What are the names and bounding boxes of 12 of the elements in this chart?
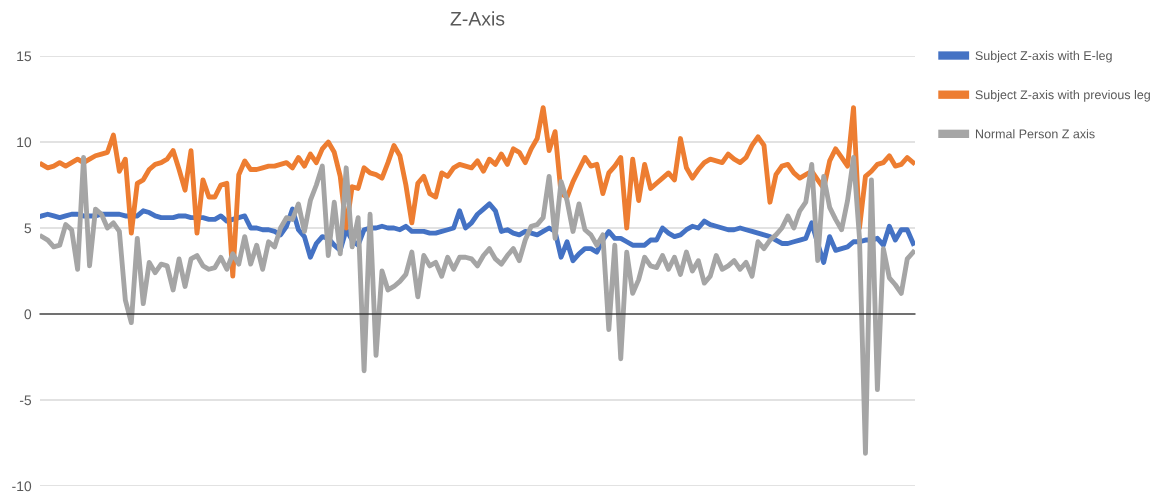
legend-label: Normal Person Z axis	[975, 129, 1095, 139]
y-tick-label: 10	[17, 137, 32, 148]
legend-label: Subject Z-axis with E-leg	[975, 50, 1112, 63]
y-tick-label: 0	[24, 309, 32, 320]
y-tick-label: 5	[24, 223, 32, 234]
chart-title: Z-Axis	[450, 11, 505, 26]
line-series	[40, 105, 915, 279]
y-tick-label: 15	[17, 51, 32, 62]
line-series	[40, 155, 915, 456]
y-tick-label: -10	[12, 481, 32, 492]
legend-label: Subject Z-axis with previous leg	[975, 90, 1150, 102]
y-tick-label: -5	[19, 395, 32, 406]
